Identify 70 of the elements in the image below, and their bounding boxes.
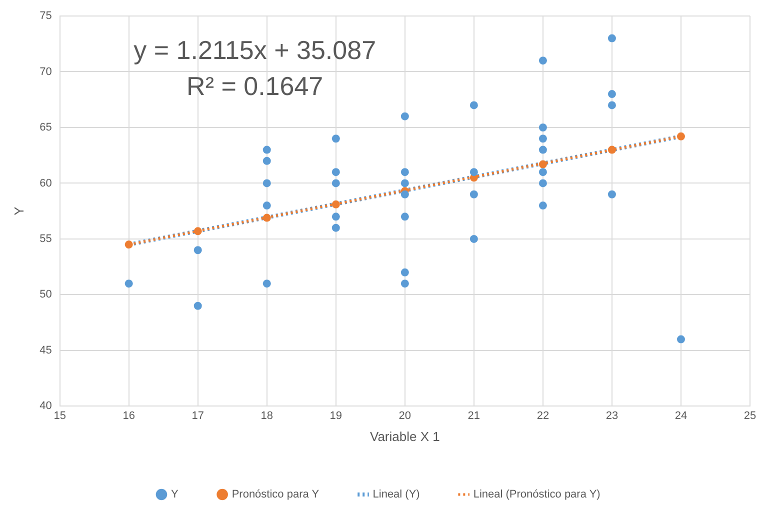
annotation: y = 1.2115x + 35.087 (134, 35, 376, 66)
point (538, 134, 547, 143)
y-tick-label: 65 (40, 122, 52, 134)
legend-label: Lineal (Pronóstico para Y) (473, 488, 600, 501)
point (262, 179, 271, 188)
point (194, 302, 202, 310)
x-axis-title: Variable X 1 (370, 428, 440, 444)
x-tick-label: 19 (330, 410, 342, 422)
point (676, 132, 685, 140)
point (538, 56, 547, 65)
x-tick-label: 17 (192, 410, 204, 422)
point (332, 134, 340, 143)
y-tick-label: 75 (40, 10, 52, 22)
point (608, 101, 616, 110)
point (608, 90, 616, 98)
y-tick-label: 55 (40, 233, 52, 246)
point (332, 168, 340, 176)
x-tick-label: 23 (606, 410, 618, 422)
point (400, 190, 409, 198)
point (332, 200, 340, 208)
point (194, 246, 202, 254)
y-tick-label: 70 (40, 66, 52, 78)
point (400, 112, 409, 120)
point (538, 146, 547, 154)
point (538, 202, 547, 210)
x-tick-label: 15 (54, 410, 66, 422)
point (608, 34, 616, 42)
point (400, 168, 409, 176)
legend-label: Pronóstico para Y (232, 488, 320, 501)
x-tick-label: 18 (260, 410, 274, 422)
point (400, 179, 409, 188)
point (124, 280, 133, 288)
point (470, 101, 478, 110)
point (538, 179, 547, 188)
point (332, 224, 340, 232)
point (608, 146, 616, 154)
point (538, 168, 547, 176)
point (262, 202, 271, 210)
x-tick-label: 20 (398, 410, 412, 422)
point (608, 190, 616, 198)
point (124, 240, 133, 249)
point (262, 214, 271, 222)
x-tick-label: 25 (744, 410, 756, 422)
point (262, 146, 271, 154)
point (332, 179, 340, 188)
y-axis-title: Y (11, 206, 26, 216)
point (538, 123, 547, 132)
x-tick-label: 24 (674, 410, 688, 422)
y-tick-label: 60 (40, 177, 52, 190)
point (470, 190, 478, 198)
point (194, 227, 202, 236)
y-tick-label: 45 (40, 344, 52, 356)
y-tick-label: 40 (40, 400, 52, 412)
point (676, 335, 685, 344)
point (470, 168, 478, 176)
point (400, 268, 409, 276)
y-tick-label: 50 (40, 288, 52, 301)
point (470, 234, 478, 243)
x-tick-label: 16 (122, 410, 135, 422)
point (262, 280, 271, 288)
x-tick-label: 21 (468, 410, 480, 422)
x-tick-label: 22 (536, 410, 550, 422)
point (332, 212, 340, 221)
legend-label: Lineal (Y) (372, 488, 420, 501)
legend-label: Y (170, 488, 179, 501)
point (538, 160, 547, 168)
point (400, 212, 409, 221)
annotation: R² = 0.1647 (186, 71, 324, 102)
point (262, 156, 271, 165)
point (400, 280, 409, 288)
